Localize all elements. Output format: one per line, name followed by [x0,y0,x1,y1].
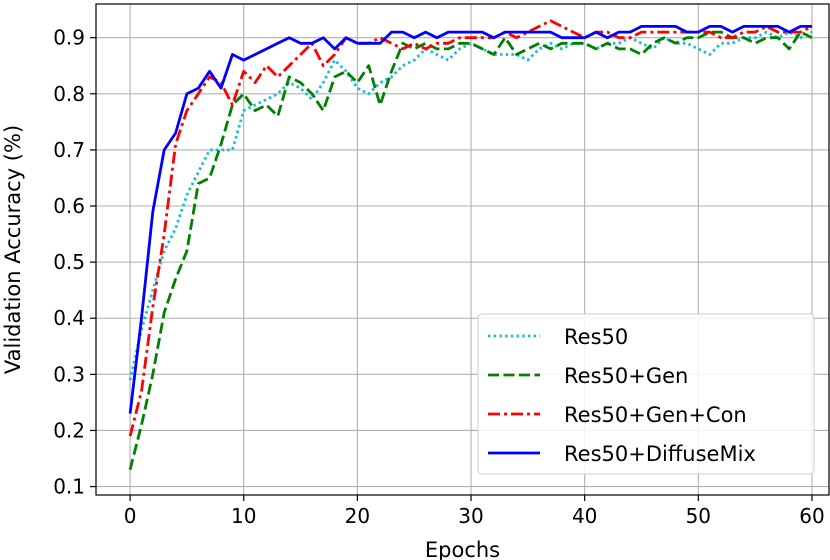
legend-label-res50: Res50 [564,325,628,349]
series-line-3 [128,24,812,414]
y-axis-label: Validation Accuracy (%) [1,125,25,374]
x-tick-label: 0 [124,504,137,528]
x-tick-label: 10 [231,504,256,528]
y-tick-label: 0.7 [53,138,85,162]
legend-box [477,313,815,475]
legend-entry-res50-gen-con: Res50+Gen+Con [488,403,747,427]
series-line-1 [128,30,813,471]
gridlines [96,4,829,495]
legend-label-res50-diffusemix: Res50+DiffuseMix [564,442,756,466]
y-tick-label: 0.4 [53,306,85,330]
y-tick-label: 0.2 [53,418,85,442]
y-tick-label: 0.8 [53,82,85,106]
y-tick-label: 0.5 [53,250,85,274]
axis-ticks: 0 10 20 30 40 50 60 0.1 0.2 0.3 0.4 0.5 0.6 0.7 0.8 0.9 [53,26,824,528]
legend-entry-res50: Res50 [488,325,628,349]
legend-entry-res50-gen: Res50+Gen [488,364,688,388]
y-tick-label: 0.1 [53,475,85,499]
x-axis-label: Epochs [425,538,500,560]
plot-frame [95,3,830,496]
legend: Res50 Res50+Gen Res50+Gen+Con Res50+Diff… [477,313,815,475]
legend-label-res50-gen: Res50+Gen [564,364,688,388]
series-line-0 [128,30,813,381]
x-tick-label: 30 [458,504,483,528]
x-tick-label: 20 [345,504,370,528]
y-tick-label: 0.9 [53,26,85,50]
legend-label-res50-gen-con: Res50+Gen+Con [564,403,747,427]
x-tick-label: 60 [799,504,824,528]
y-tick-label: 0.3 [53,362,85,386]
series-lines [128,19,813,471]
x-tick-label: 40 [572,504,597,528]
y-tick-label: 0.6 [53,194,85,218]
legend-entry-res50-diffusemix: Res50+DiffuseMix [488,442,756,466]
x-tick-label: 50 [686,504,711,528]
